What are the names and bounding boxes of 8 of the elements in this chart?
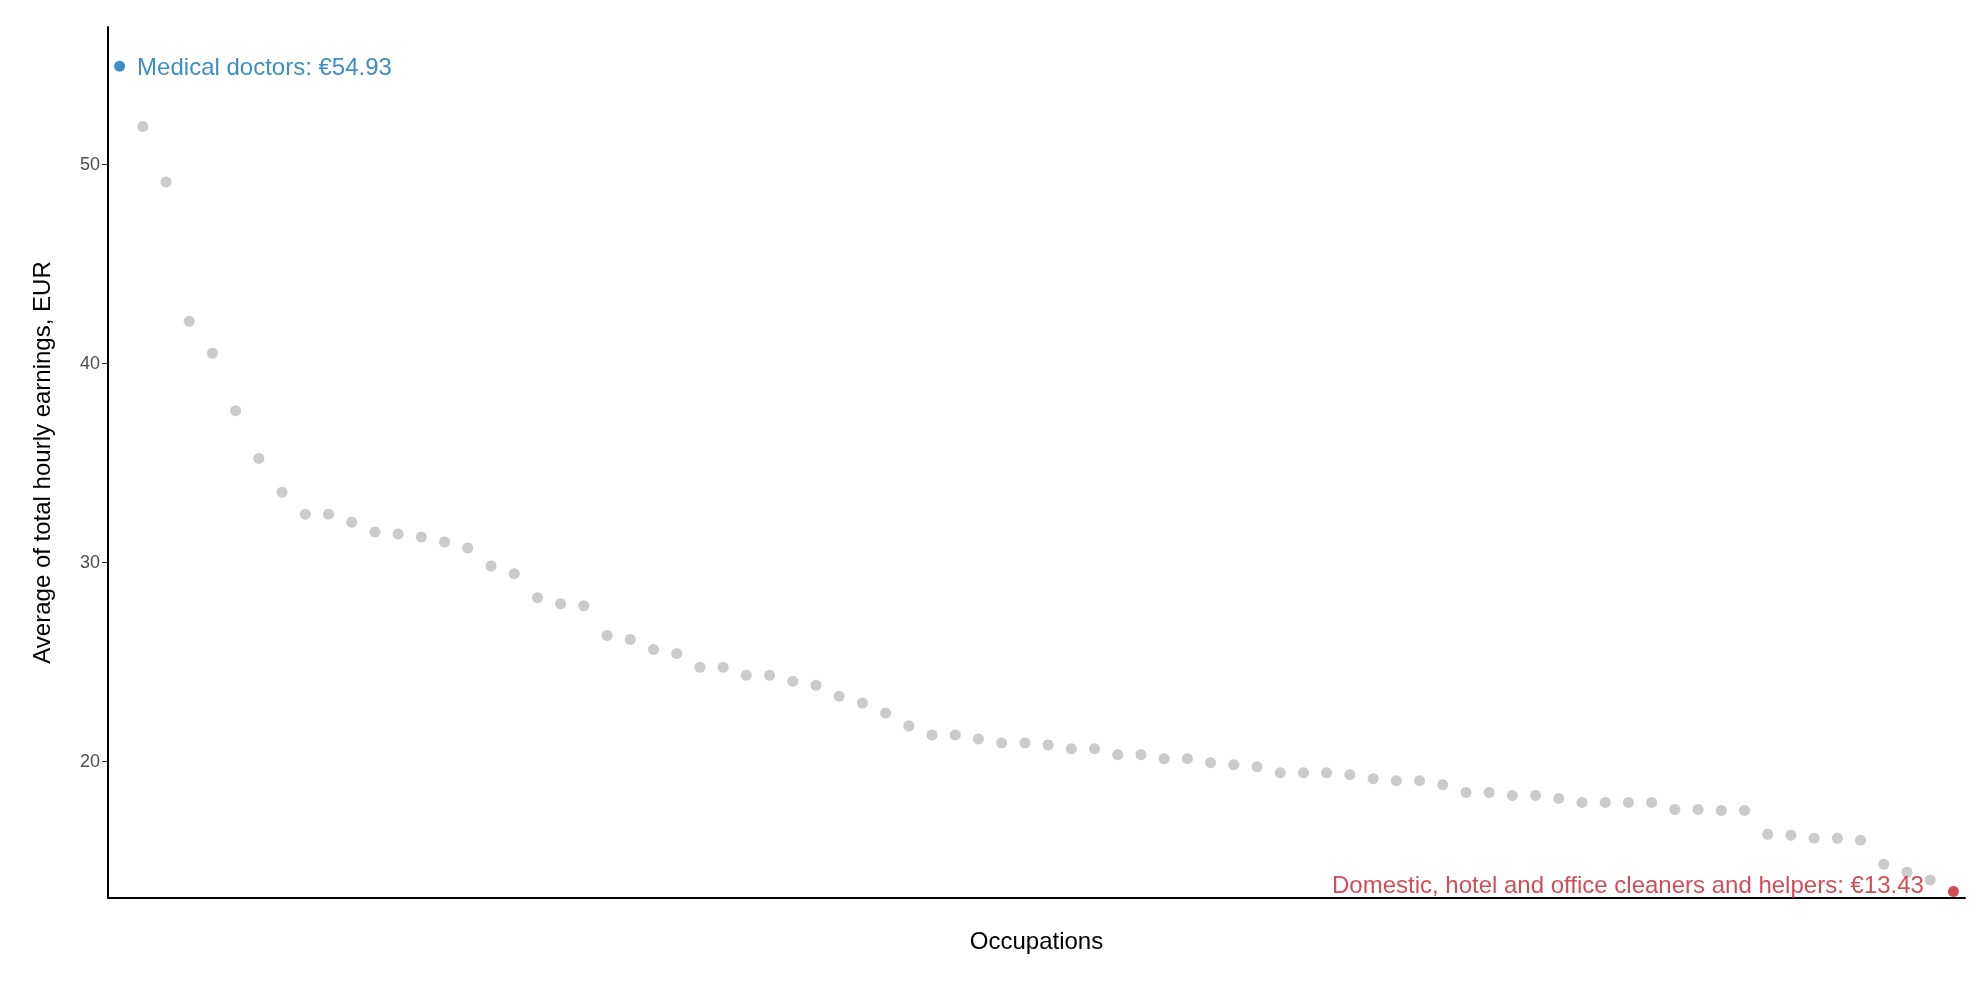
data-label: Domestic, hotel and office cleaners and helpers: €13.43: [1331, 870, 1924, 898]
y-tick-label: 30: [79, 551, 100, 572]
y-tick-label: 50: [79, 154, 100, 175]
data-label: Medical doctors: €54.93: [137, 52, 392, 80]
y-tick-label: 20: [79, 750, 100, 771]
y-axis-title: Average of total hourly earnings, EUR: [27, 261, 55, 664]
y-tick-label: 40: [79, 353, 100, 374]
x-axis-title: Occupations: [969, 926, 1104, 954]
